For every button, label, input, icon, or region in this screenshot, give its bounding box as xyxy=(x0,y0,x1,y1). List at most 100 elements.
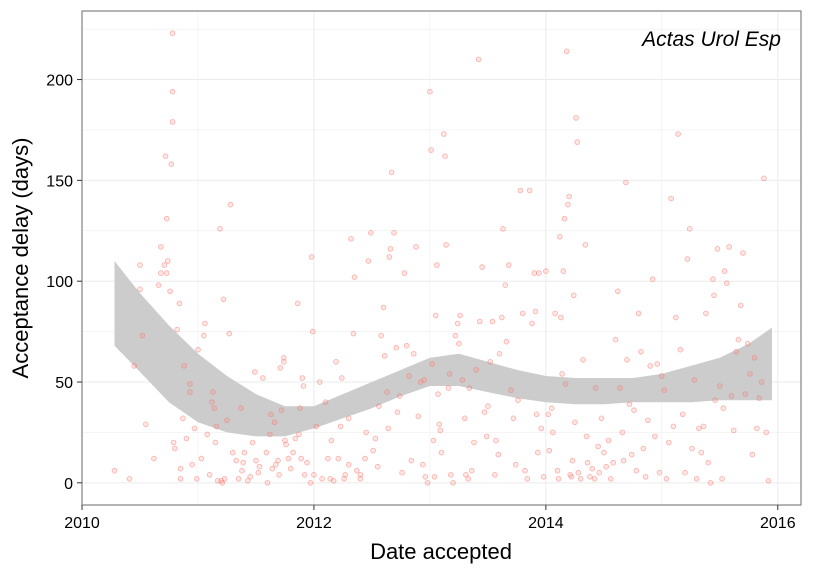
data-point xyxy=(498,314,505,321)
data-point xyxy=(345,461,352,468)
data-point xyxy=(296,431,302,438)
data-point xyxy=(617,385,623,391)
data-point xyxy=(568,473,575,480)
data-point xyxy=(177,475,184,482)
data-point xyxy=(328,437,335,444)
data-point xyxy=(483,433,490,440)
data-point xyxy=(620,457,627,464)
data-point xyxy=(341,475,347,482)
data-point xyxy=(297,405,303,412)
data-point xyxy=(487,358,494,365)
data-point xyxy=(642,473,649,480)
data-point xyxy=(209,399,215,406)
data-point xyxy=(754,425,760,432)
data-point xyxy=(710,276,716,283)
data-point xyxy=(211,405,218,412)
data-point xyxy=(276,471,282,478)
data-point xyxy=(226,330,233,337)
data-point xyxy=(672,314,679,321)
x-tick-label: 2016 xyxy=(760,515,796,532)
data-point xyxy=(456,340,462,347)
data-point xyxy=(640,445,647,452)
data-point xyxy=(277,365,284,371)
data-point xyxy=(468,467,475,474)
data-point xyxy=(623,179,629,186)
data-point xyxy=(137,262,143,268)
data-point xyxy=(210,389,216,395)
data-point xyxy=(543,268,549,274)
points-layer xyxy=(111,30,772,486)
x-tick-label: 2012 xyxy=(296,515,332,532)
data-point xyxy=(158,244,164,250)
data-point xyxy=(720,405,727,412)
data-point xyxy=(299,375,306,381)
data-point xyxy=(633,467,640,474)
data-point xyxy=(139,332,146,339)
data-point xyxy=(591,475,598,482)
data-point xyxy=(503,338,510,345)
data-point xyxy=(241,449,248,456)
data-point xyxy=(408,457,415,464)
data-point xyxy=(429,361,436,367)
data-point xyxy=(269,465,276,472)
y-tick-label: 100 xyxy=(46,274,73,291)
data-point xyxy=(393,344,400,351)
data-point xyxy=(512,461,519,468)
y-tick-label: 0 xyxy=(64,476,73,493)
data-point xyxy=(206,471,213,478)
data-point xyxy=(301,471,308,478)
data-point xyxy=(413,244,419,250)
data-point xyxy=(656,469,663,476)
data-point xyxy=(696,425,702,432)
data-point xyxy=(235,475,242,482)
data-point xyxy=(238,405,244,412)
data-point xyxy=(605,437,612,444)
data-point xyxy=(665,439,672,446)
data-point xyxy=(735,336,742,343)
data-point xyxy=(526,187,533,194)
data-point xyxy=(508,387,514,393)
data-point xyxy=(249,439,256,446)
data-point xyxy=(401,270,408,276)
data-point xyxy=(174,326,180,333)
data-point xyxy=(309,328,316,335)
data-point xyxy=(255,469,262,476)
x-axis-title: Date accepted xyxy=(370,539,512,564)
data-point xyxy=(603,463,609,470)
data-point xyxy=(728,393,735,399)
data-point xyxy=(253,457,259,464)
data-point xyxy=(263,449,270,456)
data-point xyxy=(432,312,439,319)
data-point xyxy=(485,403,491,410)
data-point xyxy=(471,439,477,446)
data-point xyxy=(558,314,564,321)
data-point xyxy=(555,475,562,482)
data-point xyxy=(563,48,570,55)
data-point xyxy=(700,423,707,430)
data-point xyxy=(545,411,551,418)
data-point xyxy=(635,310,642,317)
data-point xyxy=(365,258,372,264)
data-point xyxy=(267,431,273,438)
data-point xyxy=(442,153,448,160)
data-point xyxy=(348,236,354,242)
data-point xyxy=(495,451,502,458)
data-point xyxy=(239,467,245,474)
data-point xyxy=(691,377,698,383)
data-point xyxy=(300,383,307,389)
data-point xyxy=(220,296,227,303)
data-point xyxy=(730,427,737,434)
data-point xyxy=(319,475,325,482)
data-point xyxy=(614,288,621,295)
smooth-band xyxy=(114,261,772,437)
data-point xyxy=(707,479,714,486)
data-point xyxy=(313,423,320,430)
data-point xyxy=(172,445,178,452)
data-point xyxy=(510,415,517,422)
data-point xyxy=(587,473,593,480)
data-point xyxy=(162,153,169,160)
data-point xyxy=(670,423,677,430)
data-point xyxy=(422,473,429,480)
data-point xyxy=(536,270,542,276)
data-point xyxy=(758,379,765,385)
